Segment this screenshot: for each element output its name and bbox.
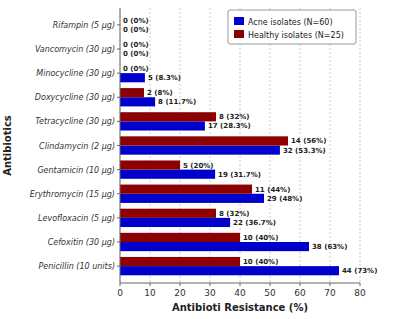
data-label: 8 (11.7%) (158, 98, 196, 106)
data-label: 0 (0%) (123, 17, 149, 25)
category-label: Clindamycin (2 µg) (39, 142, 115, 151)
tick-label: 20 (174, 288, 186, 298)
bar (120, 257, 240, 266)
bar (120, 160, 180, 169)
bar (120, 266, 339, 275)
bar (120, 121, 205, 130)
bar (120, 233, 240, 242)
category-label: Penicillin (10 units) (38, 262, 115, 271)
data-label: 32 (53.3%) (283, 147, 326, 155)
x-axis (120, 283, 360, 284)
data-label: 2 (8%) (147, 89, 173, 97)
bar (120, 136, 288, 145)
data-label: 0 (0%) (123, 65, 149, 73)
data-label: 10 (40%) (243, 258, 278, 266)
axis-label: Antibioti Resistance (%) (172, 302, 308, 313)
bar (120, 170, 215, 179)
legend: Acne isolates (N=60) Healthy isolates (N=… (228, 10, 356, 44)
tick-label: 0 (117, 288, 123, 298)
grid-line (360, 8, 361, 283)
legend-label: Healthy isolates (N=25) (248, 31, 344, 40)
legend-swatch (234, 30, 244, 38)
data-label: 17 (28.3%) (208, 122, 251, 130)
data-label: 29 (48%) (267, 195, 302, 203)
category-label: Levofloxacin (5 µg) (38, 214, 115, 223)
bar (120, 112, 216, 121)
tick-label: 60 (294, 288, 306, 298)
data-label: 0 (0%) (123, 50, 149, 58)
data-label: 44 (73%) (342, 267, 377, 275)
bar (120, 185, 252, 194)
legend-label: Acne isolates (N=60) (248, 18, 333, 27)
category-label: Erythromycin (15 µg) (30, 190, 115, 199)
bar (120, 88, 144, 97)
data-label: 0 (0%) (123, 26, 149, 34)
data-label: 14 (56%) (291, 137, 326, 145)
data-label: 0 (0%) (123, 41, 149, 49)
chart: 0 10 20 30 40 50 60 70 80 44 (73%) 38 (63%) 22 (36.… (0, 0, 400, 319)
bars (120, 73, 339, 275)
category-label: Vancomycin (30 µg) (35, 45, 115, 54)
grid-line (300, 8, 301, 283)
bar (120, 209, 216, 218)
category-label: Cefoxitin (30 µg) (48, 238, 115, 247)
tick-label: 40 (234, 288, 246, 298)
tick-label: 10 (144, 288, 156, 298)
data-label: 11 (44%) (255, 186, 290, 194)
legend-swatch (234, 17, 244, 25)
bar (120, 97, 155, 106)
grid-line (120, 8, 121, 283)
data-label: 19 (31.7%) (218, 171, 261, 179)
bar (120, 218, 230, 227)
data-label: 8 (32%) (219, 210, 249, 218)
category-label: Gentamicin (10 µg) (37, 166, 115, 175)
data-label: 22 (36.7%) (233, 219, 276, 227)
tick-label: 30 (204, 288, 216, 298)
data-label: 10 (40%) (243, 234, 278, 242)
axis-label: Antibiotics (2, 115, 13, 176)
data-label: 8 (32%) (219, 113, 249, 121)
y-axis (120, 8, 121, 283)
data-label: 5 (20%) (183, 162, 213, 170)
bar (120, 73, 145, 82)
bar (120, 146, 280, 155)
category-label: Minocycline (30 µg) (36, 69, 115, 78)
grid-line (330, 8, 331, 283)
category-label: Doxycycline (30 µg) (35, 93, 115, 102)
category-label: Rifampin (5 µg) (53, 21, 115, 30)
data-label: 38 (63%) (312, 243, 347, 251)
tick-label: 70 (324, 288, 336, 298)
data-label: 5 (8.3%) (148, 74, 181, 82)
category-label: Tetracycline (30 µg) (35, 117, 115, 126)
tick-label: 80 (354, 288, 366, 298)
bar (120, 194, 264, 203)
legend-box (228, 10, 356, 44)
bar (120, 242, 309, 251)
tick-label: 50 (264, 288, 276, 298)
